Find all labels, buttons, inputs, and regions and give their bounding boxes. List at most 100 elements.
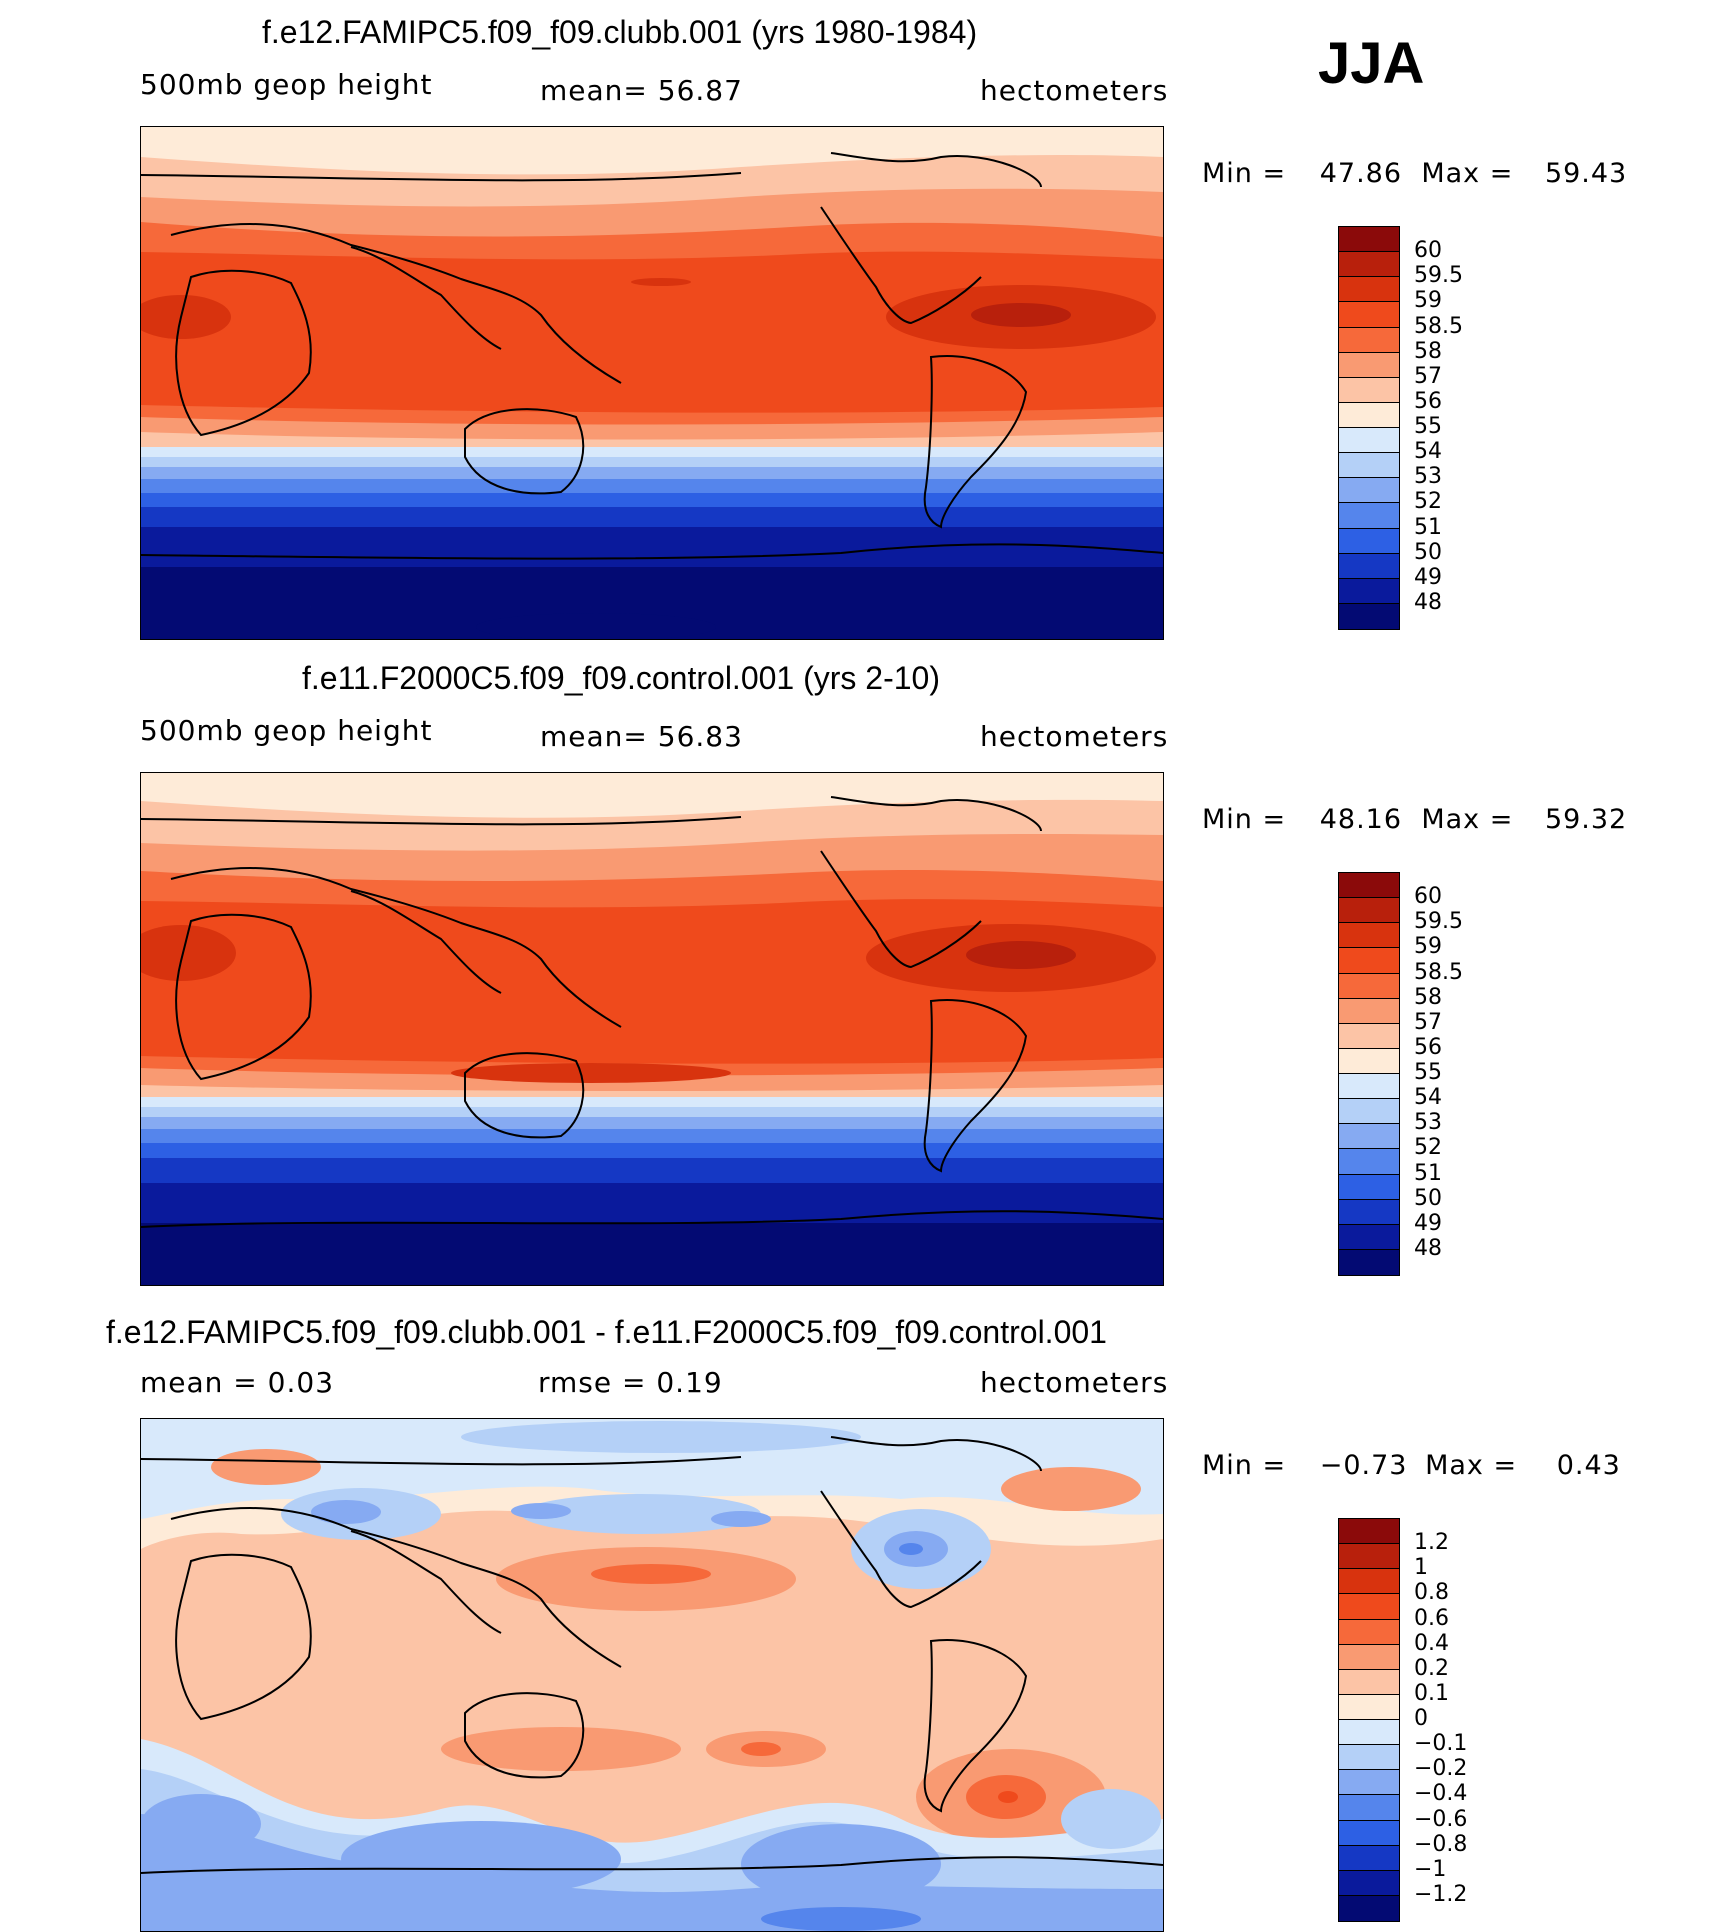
colorbar-swatch xyxy=(1339,898,1399,924)
colorbar-swatch xyxy=(1339,948,1399,974)
colorbar-swatch xyxy=(1339,1074,1399,1100)
colorbar-tick-label: 54 xyxy=(1414,1085,1442,1111)
colorbar-tick-label: −0.2 xyxy=(1414,1756,1468,1782)
colorbar-tick-label: −1.2 xyxy=(1414,1881,1468,1907)
colorbar-tick-label: 57 xyxy=(1414,1009,1442,1035)
colorbar-tick-label: 59 xyxy=(1414,934,1442,960)
colorbar-swatch xyxy=(1339,1224,1399,1250)
panel-2-max-value: 59.32 xyxy=(1544,804,1628,835)
colorbar-swatch xyxy=(1339,277,1399,303)
colorbar-swatch xyxy=(1339,453,1399,479)
colorbar-tick-label: 56 xyxy=(1414,1034,1442,1060)
colorbar-swatch xyxy=(1339,528,1399,554)
colorbar-swatch xyxy=(1339,1124,1399,1150)
colorbar-swatch xyxy=(1339,428,1399,454)
colorbar-tick-label: 60 xyxy=(1414,884,1442,910)
colorbar-tick-label: 54 xyxy=(1414,439,1442,465)
colorbar-tick-label: 55 xyxy=(1414,1060,1442,1085)
panel-1-units-label: hectometers xyxy=(980,74,1169,107)
panel-2-mean-label: mean= 56.83 xyxy=(540,720,743,753)
panel-2-colorbar xyxy=(1338,872,1400,1276)
panel-1-map xyxy=(140,126,1164,640)
panel-3-mean-label: mean = 0.03 xyxy=(140,1366,335,1399)
colorbar-swatch xyxy=(1339,402,1399,428)
colorbar-tick-label: 1 xyxy=(1414,1555,1428,1581)
colorbar-tick-label: 48 xyxy=(1414,589,1442,615)
colorbar-swatch xyxy=(1339,1720,1399,1746)
colorbar-swatch xyxy=(1339,252,1399,278)
colorbar-swatch xyxy=(1339,998,1399,1024)
colorbar-tick-label: 49 xyxy=(1414,1210,1442,1236)
colorbar-tick-label: 58 xyxy=(1414,984,1442,1010)
colorbar-tick-label: −0.1 xyxy=(1414,1731,1468,1757)
colorbar-swatch xyxy=(1339,1820,1399,1846)
colorbar-swatch xyxy=(1339,973,1399,999)
colorbar-swatch xyxy=(1339,227,1399,253)
panel-3-colorbar xyxy=(1338,1518,1400,1922)
colorbar-swatch xyxy=(1339,1619,1399,1645)
colorbar-tick-label: 51 xyxy=(1414,514,1442,540)
colorbar-swatch xyxy=(1339,352,1399,378)
colorbar-tick-label: 55 xyxy=(1414,414,1442,439)
colorbar-tick-label: −0.4 xyxy=(1414,1781,1468,1807)
colorbar-tick-label: 58.5 xyxy=(1414,313,1463,339)
colorbar-tick-label: 56 xyxy=(1414,388,1442,414)
colorbar-tick-label: 0 xyxy=(1414,1706,1428,1731)
colorbar-swatch xyxy=(1339,553,1399,579)
panel-1-variable-label: 500mb geop height xyxy=(140,68,433,101)
panel-2-max-label: Max = xyxy=(1421,804,1514,835)
panel-2-min-value: 48.16 xyxy=(1319,804,1403,835)
colorbar-tick-label: 50 xyxy=(1414,539,1442,565)
colorbar-tick-label: 49 xyxy=(1414,564,1442,590)
colorbar-swatch xyxy=(1339,1694,1399,1720)
colorbar-tick-label: 59.5 xyxy=(1414,909,1463,935)
colorbar-tick-label: 53 xyxy=(1414,464,1442,490)
colorbar-swatch xyxy=(1339,1669,1399,1695)
colorbar-tick-label: 0.2 xyxy=(1414,1655,1449,1681)
colorbar-tick-label: 58.5 xyxy=(1414,959,1463,985)
colorbar-swatch xyxy=(1339,1795,1399,1821)
colorbar-swatch xyxy=(1339,1099,1399,1125)
colorbar-swatch xyxy=(1339,478,1399,504)
colorbar-tick-label: 59.5 xyxy=(1414,263,1463,289)
colorbar-swatch xyxy=(1339,1569,1399,1595)
colorbar-swatch xyxy=(1339,1199,1399,1225)
colorbar-tick-label: 1.2 xyxy=(1414,1530,1449,1556)
colorbar-swatch xyxy=(1339,327,1399,353)
colorbar-swatch xyxy=(1339,302,1399,328)
colorbar-tick-label: 0.1 xyxy=(1414,1680,1449,1706)
panel-1-minmax: Min = 47.86 Max = 59.43 xyxy=(1202,158,1629,189)
panel-3-units-label: hectometers xyxy=(980,1366,1169,1399)
colorbar-tick-label: −0.8 xyxy=(1414,1831,1468,1857)
colorbar-swatch xyxy=(1339,923,1399,949)
panel-3-minmax: Min = −0.73 Max = 0.43 xyxy=(1202,1450,1641,1481)
panel-3-max-value: 0.43 xyxy=(1556,1450,1621,1481)
colorbar-swatch xyxy=(1339,377,1399,403)
panel-2-variable-label: 500mb geop height xyxy=(140,714,433,747)
season-label: JJA xyxy=(1318,31,1425,96)
panel-3-min-value: −0.73 xyxy=(1319,1450,1408,1481)
colorbar-swatch xyxy=(1339,1519,1399,1545)
panel-3-min-label: Min = xyxy=(1202,1450,1287,1481)
colorbar-tick-label: 58 xyxy=(1414,338,1442,364)
colorbar-swatch xyxy=(1339,1174,1399,1200)
panel-1-max-label: Max = xyxy=(1421,158,1514,189)
colorbar-tick-label: 57 xyxy=(1414,363,1442,389)
panel-1-min-value: 47.86 xyxy=(1319,158,1403,189)
colorbar-swatch xyxy=(1339,1023,1399,1049)
colorbar-tick-label: 0.4 xyxy=(1414,1630,1449,1656)
colorbar-tick-label: 0.8 xyxy=(1414,1580,1449,1606)
colorbar-swatch xyxy=(1339,1770,1399,1796)
colorbar-swatch xyxy=(1339,603,1399,629)
colorbar-swatch xyxy=(1339,1249,1399,1275)
colorbar-swatch xyxy=(1339,1594,1399,1620)
colorbar-tick-label: 59 xyxy=(1414,288,1442,314)
panel-3-title: f.e12.FAMIPC5.f09_f09.clubb.001 - f.e11.… xyxy=(106,1314,1107,1350)
panel-2-map xyxy=(140,772,1164,1286)
panel-2-units-label: hectometers xyxy=(980,720,1169,753)
colorbar-swatch xyxy=(1339,1644,1399,1670)
colorbar-swatch xyxy=(1339,1745,1399,1771)
panel-2-minmax: Min = 48.16 Max = 59.32 xyxy=(1202,804,1629,835)
colorbar-swatch xyxy=(1339,578,1399,604)
panel-1-min-label: Min = xyxy=(1202,158,1287,189)
